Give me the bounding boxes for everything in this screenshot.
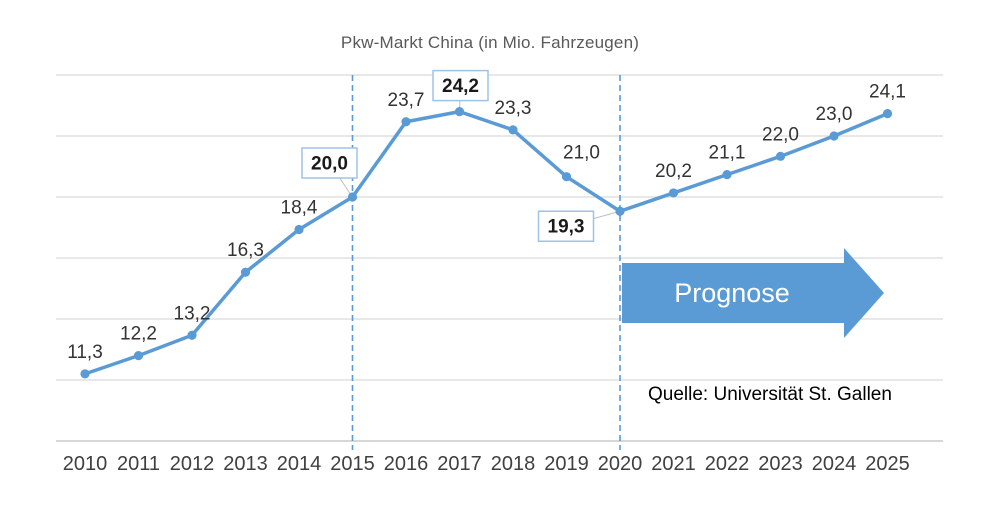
x-tick-2018: 2018: [491, 453, 536, 475]
x-tick-2019: 2019: [544, 453, 589, 475]
x-tick-2016: 2016: [384, 453, 429, 475]
data-point-2012: [187, 330, 197, 340]
prognose-arrow-shape: [622, 248, 884, 338]
value-label-2013: 16,3: [227, 240, 264, 261]
x-tick-2017: 2017: [437, 453, 482, 475]
data-point-2011: [133, 351, 144, 361]
chart-title: Pkw-Markt China (in Mio. Fahrzeugen): [340, 33, 640, 52]
series-path: [83, 109, 890, 376]
data-point-2022: [722, 170, 732, 180]
series-markers: [80, 107, 893, 379]
prognose-arrow: [622, 248, 884, 338]
x-axis-labels: 2010 2011 2012 2013 2014 2015 2016 2017 2018 2019…: [63, 453, 910, 475]
value-label-2021: 20,2: [655, 161, 692, 182]
x-tick-2025: 2025: [865, 453, 910, 475]
data-point-2018: [508, 125, 518, 135]
value-label-2011: 12,2: [120, 324, 157, 345]
series-line: [83, 109, 890, 376]
value-label-2014: 18,4: [281, 198, 318, 219]
value-label-2020: 19,3: [548, 217, 585, 238]
x-tick-2024: 2024: [812, 453, 857, 475]
prognose-arrow-label: Prognose: [674, 277, 790, 308]
data-point-2013: [240, 267, 251, 277]
data-point-2020: [615, 206, 625, 216]
callout-box-2017: [432, 69, 489, 102]
value-label-2024: 23,0: [816, 104, 853, 125]
value-label-2012: 13,2: [174, 303, 211, 324]
source-text: Quelle: Universität St. Gallen: [648, 384, 892, 405]
data-point-2019: [561, 172, 572, 182]
value-label-2025: 24,1: [869, 82, 906, 103]
x-tick-2012: 2012: [170, 453, 215, 475]
x-tick-2011: 2011: [117, 453, 160, 475]
x-tick-2010: 2010: [63, 453, 108, 475]
data-point-2017: [454, 107, 465, 117]
x-tick-2020: 2020: [598, 453, 643, 475]
x-tick-2021: 2021: [651, 453, 696, 475]
x-tick-2022: 2022: [705, 453, 750, 475]
value-label-2023: 22,0: [762, 124, 799, 145]
gridlines: [56, 74, 943, 442]
callout-box-2015: [301, 147, 358, 179]
callout-box-2020: [537, 210, 595, 242]
data-point-2010: [80, 369, 90, 379]
x-tick-2014: 2014: [277, 453, 322, 475]
data-point-2016: [401, 117, 411, 127]
x-tick-2015: 2015: [330, 453, 375, 475]
data-point-2015: [347, 192, 358, 202]
data-point-2021: [668, 188, 679, 198]
value-label-2017: 24,2: [442, 76, 479, 97]
data-point-2023: [775, 151, 786, 161]
value-labels: 11,3 12,2 13,2 16,3 18,4 20,0 23,7 24,2 23,3 21,0…: [67, 69, 906, 363]
value-label-2015: 20,0: [311, 154, 348, 175]
value-label-2016: 23,7: [388, 90, 425, 111]
dashed-reference-lines: [351, 75, 621, 450]
value-label-2022: 21,1: [709, 143, 746, 164]
value-label-2018: 23,3: [495, 98, 532, 119]
data-point-2024: [829, 131, 839, 141]
data-point-2014: [294, 224, 304, 235]
x-tick-2023: 2023: [758, 453, 803, 475]
value-label-2010: 11,3: [67, 342, 103, 363]
data-point-2025: [882, 109, 893, 119]
value-label-2019: 21,0: [563, 143, 600, 164]
x-tick-2013: 2013: [223, 453, 268, 475]
